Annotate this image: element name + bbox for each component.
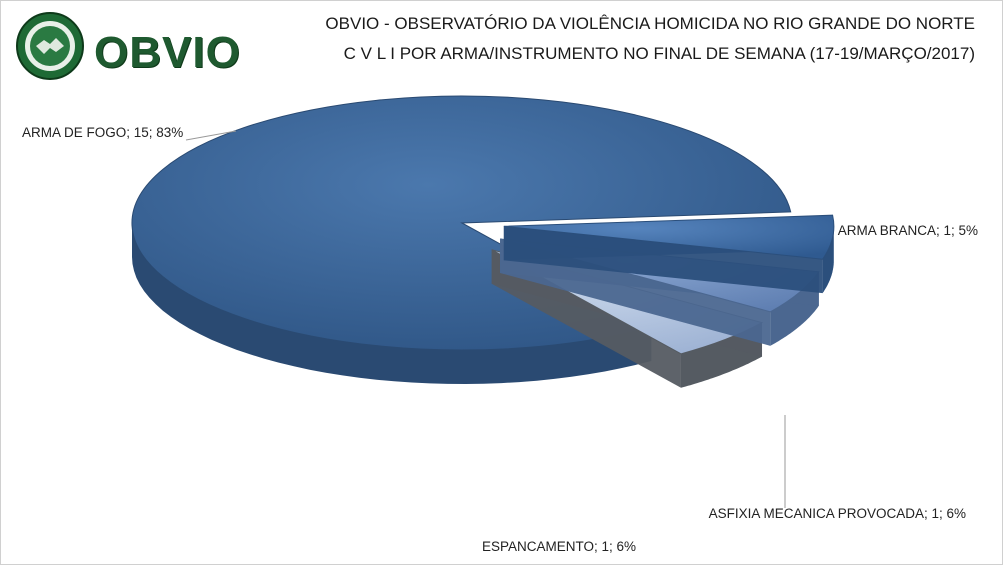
slice-arma-de-fogo-side — [132, 223, 652, 384]
obvio-seal-icon — [16, 12, 84, 80]
slice-asfixia-mecanica-label: ASFIXIA MECANICA PROVOCADA; 1; 6% — [709, 506, 966, 521]
chart-subtitle: C V L I POR ARMA/INSTRUMENTO NO FINAL DE… — [343, 44, 975, 63]
logo-wordmark: OBVIO — [94, 28, 241, 77]
obvio-logo: OBVIO — [14, 10, 240, 82]
chart-title: OBVIO - OBSERVATÓRIO DA VIOLÊNCIA HOMICI… — [325, 14, 975, 33]
slice-arma-de-fogo-top — [131, 95, 792, 351]
slice-arma-de-fogo — [131, 95, 792, 384]
slice-arma-branca-face-1 — [503, 226, 823, 294]
slice-arma-de-fogo-label: ARMA DE FOGO; 15; 83% — [22, 125, 183, 140]
slice-espancamento-face-1 — [491, 249, 681, 388]
slice-arma-branca — [503, 214, 835, 294]
slice-arma-branca-label: ARMA BRANCA; 1; 5% — [838, 223, 978, 238]
slice-arma-de-fogo-leader-line — [185, 130, 237, 141]
slice-espancamento-label: ESPANCAMENTO; 1; 6% — [482, 539, 636, 554]
slice-arma-branca-top — [503, 214, 835, 260]
